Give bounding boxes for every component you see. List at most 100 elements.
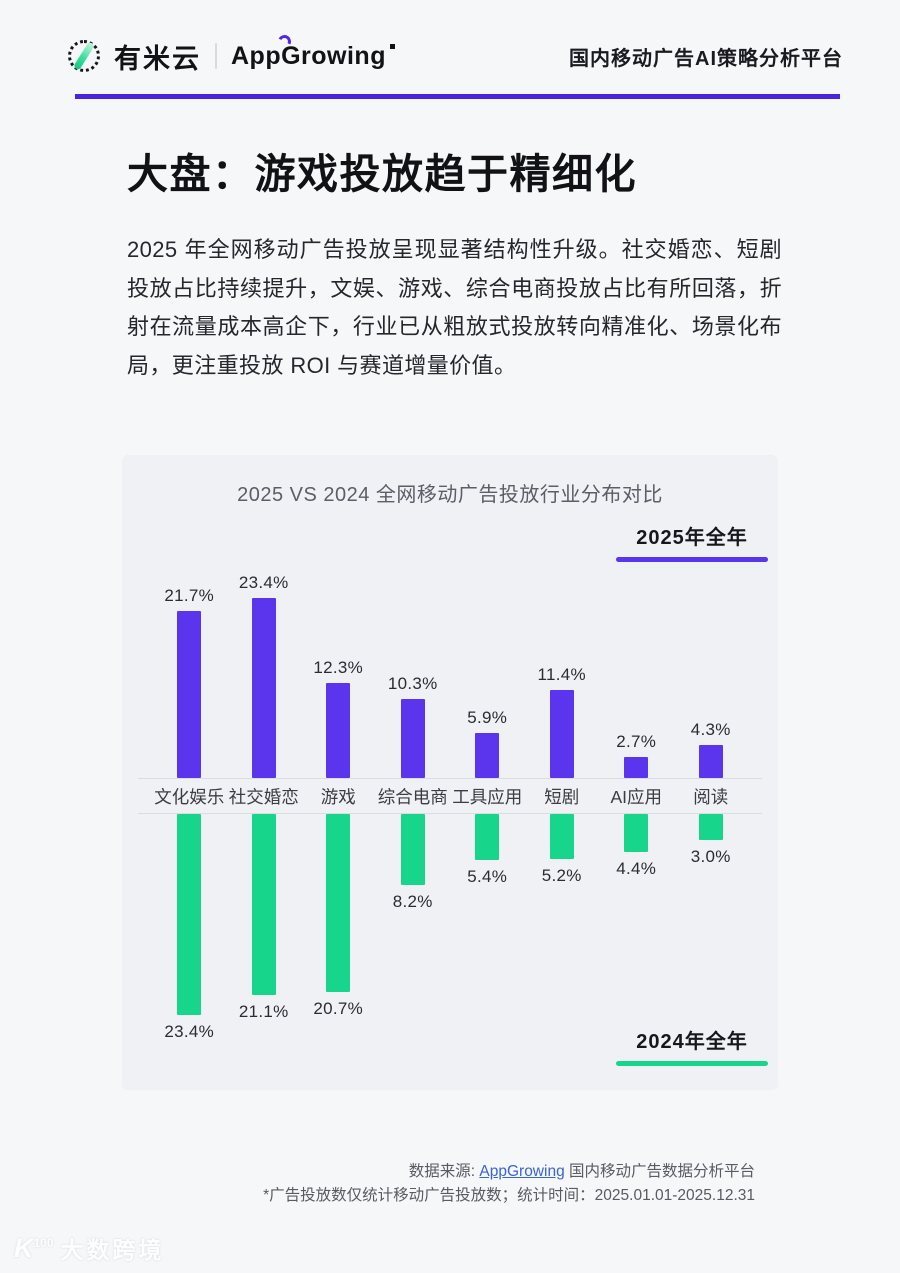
- bar-2025: [698, 745, 723, 778]
- category-cell: 游戏: [301, 779, 376, 813]
- chart-column-top: 4.3%: [674, 543, 749, 778]
- bar-2024: [400, 814, 425, 885]
- chart-column-top: 11.4%: [525, 543, 600, 778]
- bar-2025: [549, 690, 574, 778]
- value-label-2025: 12.3%: [313, 658, 364, 677]
- bar-2024: [475, 814, 500, 860]
- value-label-2024: 8.2%: [392, 892, 433, 911]
- bar-2024: [326, 814, 351, 992]
- bars-row-2024: 23.4% 21.1% 20.7% 8.2% 5.4% 5.2% 4.4% 3.0%: [138, 814, 762, 1066]
- category-label: 短剧: [544, 786, 580, 807]
- legend-2024-underline: [616, 1061, 768, 1066]
- youmiyun-logo-icon: [68, 40, 100, 72]
- page-title: 大盘：游戏投放趋于精细化: [127, 151, 637, 197]
- category-label: 社交婚恋: [228, 786, 299, 807]
- category-label: 游戏: [320, 786, 356, 807]
- value-label-2025: 5.9%: [467, 708, 508, 727]
- chart-column-bottom: 5.4%: [450, 814, 525, 1066]
- appgrowing-logo-text: AppGrowing: [231, 32, 395, 71]
- chart-column-top: 2.7%: [599, 543, 674, 778]
- youmiyun-logo-text: 有米云: [114, 43, 201, 74]
- category-cell: 阅读: [674, 779, 749, 813]
- platform-title: 国内移动广告AI策略分析平台: [569, 47, 843, 70]
- bar-2025: [475, 733, 500, 778]
- value-label-2024: 21.1%: [238, 1002, 289, 1021]
- chart-column-bottom: 20.7%: [301, 814, 376, 1066]
- bar-2025: [624, 757, 649, 778]
- bar-2024: [177, 814, 202, 1015]
- data-source-line: 数据来源: AppGrowing 国内移动广告数据分析平台: [263, 1160, 755, 1184]
- bar-2025: [251, 598, 276, 778]
- category-cell: 文化娱乐: [152, 779, 227, 813]
- chart-column-bottom: 5.2%: [525, 814, 600, 1066]
- chart-column-top: 5.9%: [450, 543, 525, 778]
- value-label-2024: 20.7%: [313, 999, 364, 1018]
- category-cell: 综合电商: [376, 779, 451, 813]
- chart-column-bottom: 21.1%: [227, 814, 302, 1066]
- value-label-2025: 2.7%: [616, 732, 657, 751]
- intro-paragraph: 2025 年全网移动广告投放呈现显著结构性升级。社交婚恋、短剧投放占比持续提升，…: [127, 237, 782, 378]
- watermark-logo-icon: K100: [14, 1233, 54, 1264]
- bars-row-2025: 21.7% 23.4% 12.3% 10.3% 5.9% 11.4% 2.7% 4.3%: [138, 543, 762, 778]
- bar-2025: [326, 683, 351, 778]
- footer-notes: 数据来源: AppGrowing 国内移动广告数据分析平台 *广告投放数仅统计移…: [263, 1160, 755, 1208]
- chart-column-bottom: 4.4%: [599, 814, 674, 1066]
- value-label-2025: 21.7%: [164, 586, 215, 605]
- bar-2025: [400, 699, 425, 778]
- bar-2024: [549, 814, 574, 859]
- source-prefix: 数据来源:: [408, 1163, 480, 1180]
- category-cell: AI应用: [599, 779, 674, 813]
- category-label: 工具应用: [452, 786, 523, 807]
- chart-column-bottom: 23.4%: [152, 814, 227, 1066]
- category-cell: 工具应用: [450, 779, 525, 813]
- header-divider: [75, 94, 840, 99]
- legend-2025-underline: [616, 557, 768, 562]
- source-suffix: 国内移动广告数据分析平台: [564, 1163, 755, 1180]
- value-label-2025: 10.3%: [387, 674, 438, 693]
- brand-separator: [215, 43, 217, 69]
- appgrowing-wordmark: AppGrowing: [231, 41, 386, 70]
- value-label-2024: 3.0%: [690, 847, 731, 866]
- watermark: K100 大数跨境: [14, 1231, 165, 1265]
- logo-slash-icon: [73, 41, 95, 71]
- legend-2025: 2025年全年: [616, 521, 768, 562]
- category-label: 文化娱乐: [154, 786, 225, 807]
- value-label-2024: 23.4%: [164, 1022, 215, 1041]
- chart-column-top: 10.3%: [376, 543, 451, 778]
- appgrowing-link[interactable]: AppGrowing: [479, 1163, 565, 1180]
- chart-panel: 2025 VS 2024 全网移动广告投放行业分布对比 2025年全年 21.7…: [122, 455, 778, 1090]
- category-row: 文化娱乐 社交婚恋 游戏 综合电商 工具应用 短剧 AI应用 阅读: [138, 778, 762, 814]
- value-label-2025: 23.4%: [238, 573, 289, 592]
- bar-2024: [698, 814, 723, 840]
- header: 有米云 AppGrowing 国内移动广告AI策略分析平台: [68, 32, 843, 78]
- value-label-2025: 4.3%: [690, 720, 731, 739]
- category-label: 阅读: [693, 786, 729, 807]
- chart-column-bottom: 3.0%: [674, 814, 749, 1066]
- bar-2025: [177, 611, 202, 778]
- chart-column-top: 12.3%: [301, 543, 376, 778]
- value-label-2024: 4.4%: [616, 859, 657, 878]
- legend-2024-label: 2024年全年: [636, 1031, 748, 1053]
- category-cell: 社交婚恋: [227, 779, 302, 813]
- bar-2024: [624, 814, 649, 852]
- bar-2024: [251, 814, 276, 995]
- category-label: AI应用: [610, 786, 663, 807]
- chart-column-top: 23.4%: [227, 543, 302, 778]
- legend-2024: 2024年全年: [616, 1025, 768, 1066]
- chart-body: 21.7% 23.4% 12.3% 10.3% 5.9% 11.4% 2.7% 4.3% 文化…: [138, 543, 762, 1066]
- chart-title: 2025 VS 2024 全网移动广告投放行业分布对比: [237, 484, 663, 506]
- category-cell: 短剧: [525, 779, 600, 813]
- watermark-logo-k: K: [14, 1232, 34, 1263]
- value-label-2024: 5.2%: [541, 866, 582, 885]
- brand-logos: 有米云 AppGrowing: [68, 32, 395, 76]
- watermark-logo-100: 100: [33, 1235, 54, 1250]
- value-label-2025: 11.4%: [537, 665, 586, 684]
- watermark-text: 大数跨境: [60, 1237, 165, 1263]
- stat-note-line: *广告投放数仅统计移动广告投放数；统计时间：2025.01.01-2025.12…: [263, 1187, 755, 1204]
- category-label: 综合电商: [377, 786, 448, 807]
- value-label-2024: 5.4%: [467, 867, 508, 886]
- chart-column-top: 21.7%: [152, 543, 227, 778]
- chart-column-bottom: 8.2%: [376, 814, 451, 1066]
- legend-2025-label: 2025年全年: [636, 527, 748, 549]
